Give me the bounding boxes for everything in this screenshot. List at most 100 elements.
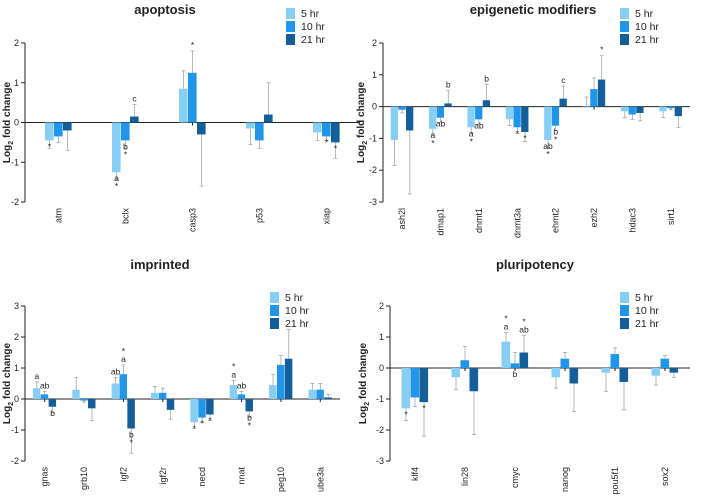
- bar-bclx-10-hr: [121, 122, 130, 141]
- significance-label: *: [130, 437, 134, 447]
- x-tick-label-grb10: grb10: [79, 467, 89, 490]
- x-tick-label-dnmt1: dnmt1: [474, 208, 484, 233]
- y-tick-label: 2: [14, 332, 19, 342]
- x-tick-label-nanog: nanog: [560, 467, 570, 492]
- significance-label: b: [553, 127, 558, 137]
- y-tick-label: 0: [372, 102, 377, 112]
- significance-label: *: [122, 346, 126, 356]
- significance-label: c: [561, 75, 566, 85]
- x-tick-label-p53: p53: [255, 208, 265, 223]
- bar-peg10-21-hr: [284, 358, 293, 399]
- bar-sox2-21-hr: [669, 368, 679, 373]
- legend-swatch-5-hr: [286, 8, 295, 19]
- significance-label: a: [469, 128, 474, 138]
- bar-sox2-10-hr: [660, 358, 670, 368]
- bar-ehmt2-21-hr: [559, 98, 567, 107]
- legend-label-5-hr: 5 hr: [635, 8, 654, 20]
- significance-label: *: [48, 141, 52, 151]
- bar-lin28-5-hr: [451, 368, 461, 378]
- bar-dnmt3a-10-hr: [513, 106, 521, 128]
- significance-label: ab: [40, 380, 50, 390]
- y-tick-label: 2: [372, 38, 377, 48]
- y-axis-label: Log2 fold change: [356, 82, 369, 164]
- bar-casp3-10-hr: [188, 72, 197, 123]
- bar-p53-5-hr: [246, 122, 255, 129]
- legend-label-10-hr: 10 hr: [635, 21, 659, 33]
- y-tick-label: -3: [376, 456, 384, 466]
- bar-nnat-21-hr: [245, 399, 253, 412]
- y-tick-label: 1: [379, 332, 384, 342]
- y-tick-label: 0: [379, 363, 384, 373]
- significance-label: *: [470, 136, 474, 146]
- x-tick-label-nnat: nnat: [237, 467, 247, 485]
- significance-label: *: [201, 419, 205, 429]
- bar-xiap-21-hr: [331, 122, 340, 143]
- significance-label: *: [431, 138, 435, 148]
- legend-label-21-hr: 21 hr: [301, 34, 325, 46]
- x-tick-label-ezh2: ezh2: [589, 208, 599, 228]
- bar-dnmt1-21-hr: [482, 100, 491, 107]
- legend-label-5-hr: 5 hr: [285, 292, 304, 304]
- bar-ash2l-21-hr: [406, 106, 414, 131]
- significance-label: *: [325, 137, 329, 147]
- bar-dmap1-5-hr: [429, 106, 437, 129]
- significance-label: *: [404, 409, 408, 419]
- legend-label-10-hr: 10 hr: [301, 21, 325, 33]
- bar-dnmt3a-5-hr: [505, 106, 514, 120]
- y-tick-label: 0: [14, 394, 19, 404]
- bar-p53-10-hr: [255, 122, 264, 141]
- significance-label: *: [422, 403, 426, 413]
- y-axis-label: Log2 fold change: [2, 82, 15, 164]
- x-tick-label-atm: atm: [54, 208, 64, 223]
- significance-label: c: [132, 94, 137, 104]
- y-tick-label: 1: [372, 70, 377, 80]
- significance-label: *: [191, 40, 195, 50]
- bar-igf2r-21-hr: [166, 399, 175, 410]
- y-tick-label: -2: [369, 165, 377, 175]
- bar-pou5f1-21-hr: [619, 368, 629, 382]
- bar-ube3a-10-hr: [316, 389, 324, 399]
- legend-swatch-21-hr: [286, 34, 295, 45]
- bar-xiap-10-hr: [322, 122, 331, 137]
- significance-label: a: [34, 371, 39, 381]
- bar-hdac3-21-hr: [636, 106, 644, 113]
- x-tick-label-dnmt3a: dnmt3a: [512, 208, 522, 238]
- bar-sirt1-10-hr: [666, 106, 675, 109]
- bar-dmap1-21-hr: [444, 103, 452, 107]
- bar-lin28-10-hr: [460, 360, 470, 368]
- bar-hdac3-10-hr: [628, 106, 636, 115]
- significance-label: b: [129, 429, 134, 439]
- chart-title: epigenetic modifiers: [470, 2, 596, 17]
- significance-label: *: [208, 416, 212, 426]
- legend-swatch-10-hr: [270, 305, 279, 316]
- y-tick-label: 1: [14, 78, 19, 88]
- legend-swatch-10-hr: [620, 21, 629, 32]
- significance-label: *: [504, 313, 508, 323]
- significance-label: *: [546, 149, 550, 159]
- bar-igf2-5-hr: [111, 383, 120, 399]
- significance-label: a: [504, 321, 509, 331]
- bar-atm-21-hr: [63, 122, 72, 131]
- bar-gnas-10-hr: [40, 394, 49, 399]
- y-tick-label: -2: [376, 425, 384, 435]
- y-axis-label: Log2 fold change: [2, 343, 15, 425]
- legend-label-5-hr: 5 hr: [635, 292, 654, 304]
- significance-label: b: [247, 412, 252, 422]
- bar-dmap1-10-hr: [436, 106, 444, 118]
- bar-nnat-10-hr: [237, 394, 246, 399]
- legend-swatch-10-hr: [286, 21, 295, 32]
- bar-peg10-5-hr: [269, 385, 277, 399]
- bar-bclx-21-hr: [130, 116, 139, 123]
- significance-label: a: [231, 369, 236, 379]
- bar-gnas-5-hr: [32, 388, 41, 399]
- y-tick-label: 2: [379, 301, 384, 311]
- bar-nanog-21-hr: [569, 368, 579, 384]
- significance-label: *: [232, 361, 236, 371]
- legend-swatch-21-hr: [620, 34, 629, 45]
- bar-ehmt2-10-hr: [551, 106, 560, 126]
- bar-pou5f1-5-hr: [601, 368, 611, 373]
- x-tick-label-necd: necd: [197, 467, 207, 487]
- legend-swatch-10-hr: [620, 305, 629, 316]
- bar-ube3a-21-hr: [324, 397, 332, 399]
- bar-dnmt3a-21-hr: [521, 106, 529, 133]
